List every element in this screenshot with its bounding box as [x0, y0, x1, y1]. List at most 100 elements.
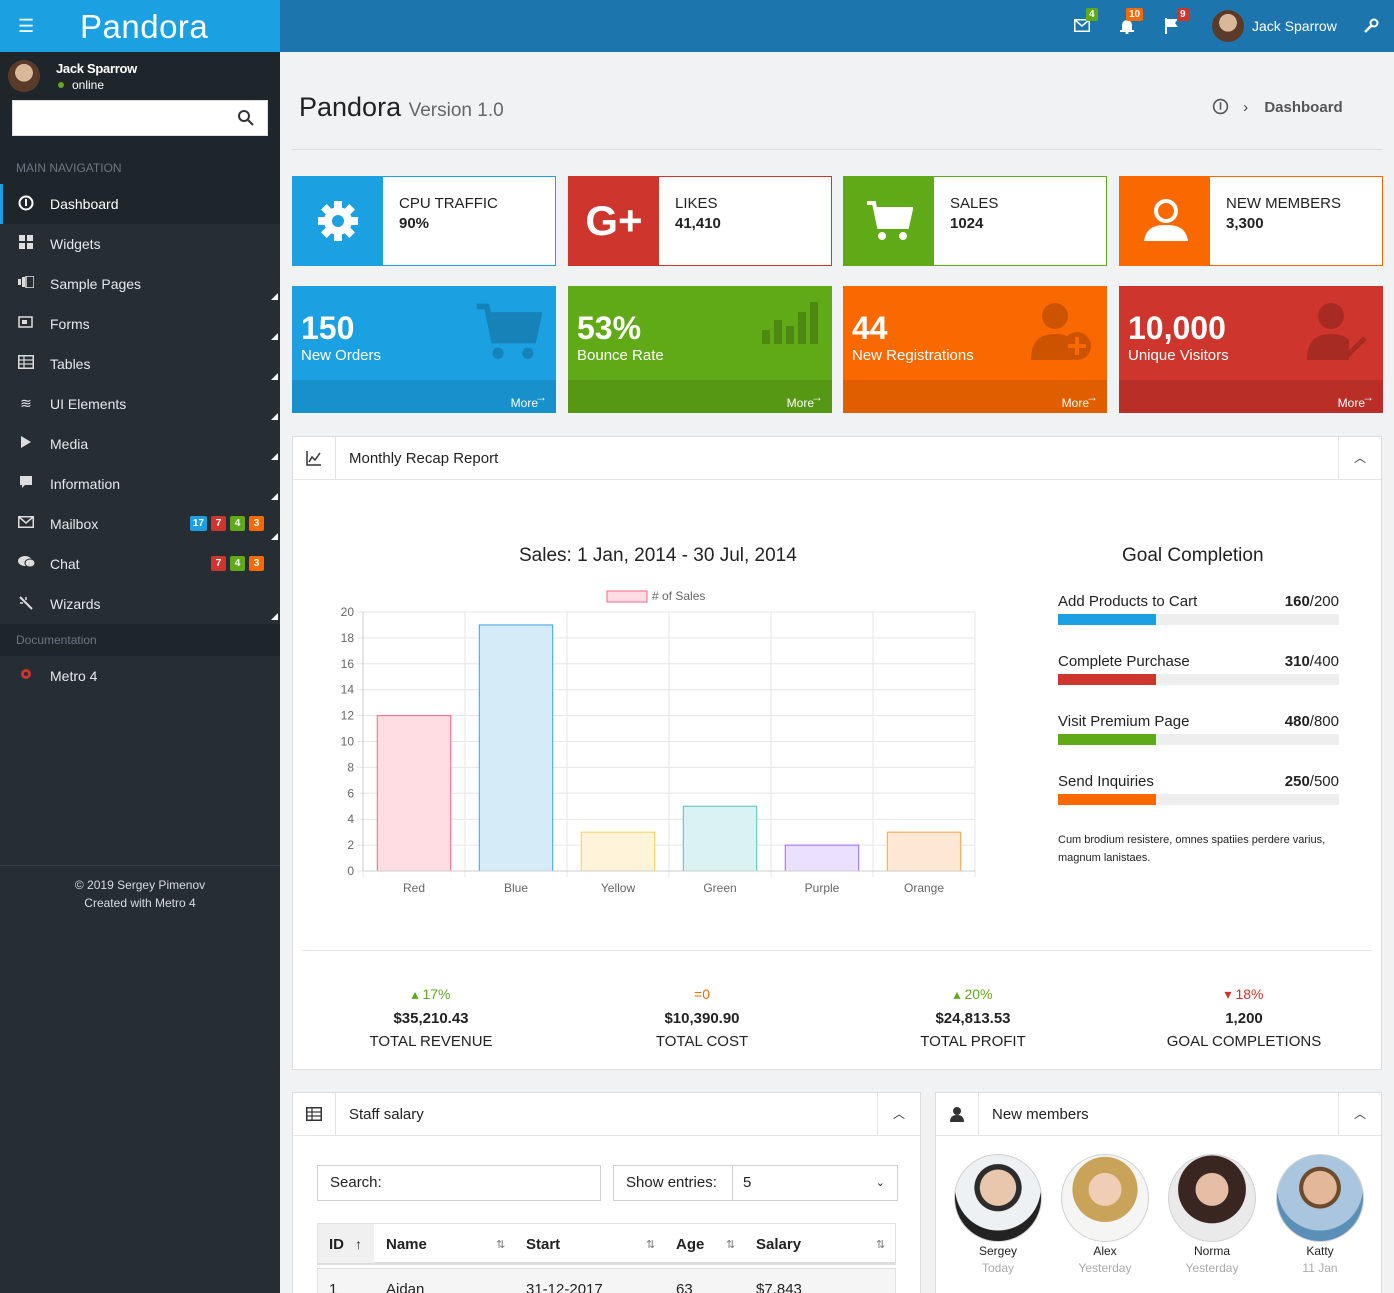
- brand-bar: ☰ Pandora: [0, 0, 280, 52]
- goal-item: Complete Purchase 310/400: [1058, 653, 1339, 687]
- tile-more-info-link[interactable]: More info →: [292, 380, 556, 413]
- sidebar-item-metro4[interactable]: Metro 4: [0, 656, 280, 696]
- cart-icon: [844, 177, 934, 265]
- member-card[interactable]: Alex Yesterday: [1060, 1154, 1150, 1275]
- y-tick-label: 8: [347, 760, 354, 774]
- table-search-input[interactable]: Search:: [317, 1165, 601, 1201]
- sorted-column-bg: [318, 1224, 374, 1263]
- sidebar-item-tables[interactable]: Tables: [0, 344, 280, 384]
- footer-copyright: © 2019 Sergey Pimenov: [74, 878, 206, 892]
- goal-value: 480/800: [1285, 713, 1339, 730]
- info-box-label: CPU TRAFFIC: [399, 195, 498, 212]
- member-card[interactable]: Norma Yesterday: [1167, 1154, 1257, 1275]
- sidebar-item-widgets[interactable]: Widgets: [0, 224, 280, 264]
- avatar[interactable]: [1061, 1154, 1149, 1242]
- avatar[interactable]: [954, 1154, 1042, 1242]
- sort-icon[interactable]: ⇅: [876, 1239, 886, 1251]
- hamburger-menu-icon[interactable]: ☰: [18, 16, 35, 36]
- column-header-id[interactable]: ID: [329, 1236, 344, 1253]
- sidebar-item-wizards[interactable]: Wizards: [0, 584, 280, 624]
- collapse-chevron-up-icon[interactable]: ︿: [1338, 1093, 1381, 1135]
- member-card[interactable]: Sergey Today: [953, 1154, 1043, 1275]
- arrow-right-icon: →: [1086, 390, 1098, 404]
- pages-icon: [18, 275, 35, 291]
- member-card[interactable]: Katty 11 Jan: [1275, 1154, 1365, 1275]
- brand-name[interactable]: Pandora: [80, 8, 209, 45]
- goal-progress-fill: [1058, 614, 1157, 625]
- sidebar-item-dashboard[interactable]: Dashboard: [0, 184, 280, 224]
- column-header-start[interactable]: Start: [526, 1236, 561, 1253]
- sidebar-item-forms[interactable]: Forms: [0, 304, 280, 344]
- panel-header: New members ︿: [936, 1093, 1381, 1136]
- column-header-name[interactable]: Name: [386, 1236, 427, 1253]
- x-tick-label: Yellow: [601, 881, 636, 895]
- info-box-likes: G+ LIKES 41,410: [568, 176, 832, 266]
- stat-value: $10,390.90: [664, 1010, 740, 1027]
- sidebar-item-information[interactable]: Information: [0, 464, 280, 504]
- page-title: Pandora Version 1.0: [299, 92, 504, 123]
- sidebar-item-mailbox[interactable]: Mailbox 17 7 4 3: [0, 504, 280, 544]
- breadcrumb-current[interactable]: Dashboard: [1264, 99, 1343, 116]
- bar-orange: [886, 831, 962, 872]
- goal-value: 160/200: [1285, 593, 1339, 610]
- flag-count-badge: 9: [1177, 8, 1189, 21]
- footer-credit: Created with Metro 4: [84, 896, 196, 910]
- sidebar-item-media[interactable]: Media: [0, 424, 280, 464]
- bar-purple: [784, 844, 860, 872]
- sidebar-item-label: Forms: [50, 316, 90, 332]
- goal-current: 250: [1284, 773, 1310, 790]
- flag-icon[interactable]: [1165, 18, 1179, 34]
- tile-label: New Orders: [301, 347, 382, 364]
- info-box-cpu: CPU TRAFFIC 90%: [292, 176, 556, 266]
- breadcrumb: › Dashboard: [1212, 98, 1343, 116]
- sidebar-item-label: Information: [50, 476, 121, 492]
- y-tick-label: 18: [341, 631, 355, 645]
- more-info-label: More info: [786, 396, 814, 410]
- sidebar-item-ui-elements[interactable]: ≋ UI Elements: [0, 384, 280, 424]
- member-date: Yesterday: [1185, 1261, 1239, 1275]
- header-divider: [292, 149, 1382, 150]
- bar-green: [682, 805, 758, 872]
- avatar[interactable]: [1168, 1154, 1256, 1242]
- goal-label: Visit Premium Page: [1058, 713, 1190, 730]
- member-date: Yesterday: [1078, 1261, 1132, 1275]
- bar-yellow: [580, 831, 656, 872]
- avatar[interactable]: [1276, 1154, 1364, 1242]
- bell-icon[interactable]: [1119, 18, 1135, 34]
- topbar-user-name[interactable]: Jack Sparrow: [1252, 18, 1337, 34]
- sort-asc-icon[interactable]: ↑: [355, 1236, 362, 1252]
- envelope-icon[interactable]: [1074, 19, 1090, 32]
- search-icon[interactable]: [237, 109, 255, 127]
- column-header-age[interactable]: Age: [676, 1236, 705, 1253]
- panel-title: Monthly Recap Report: [349, 450, 499, 467]
- home-icon[interactable]: [1212, 98, 1229, 115]
- user-check-background-icon: [1307, 303, 1367, 360]
- info-box-sales: SALES 1024: [843, 176, 1107, 266]
- chevron-down-icon: ⌄: [875, 1177, 885, 1189]
- user-panel: Jack Sparrow online: [0, 52, 280, 152]
- tile-unique-visitors: 10,000 Unique Visitors More info →: [1119, 286, 1383, 413]
- user-avatar[interactable]: [8, 60, 40, 92]
- sort-icon[interactable]: ⇅: [726, 1239, 736, 1251]
- collapse-chevron-up-icon[interactable]: ︿: [1338, 437, 1381, 479]
- collapse-chevron-up-icon[interactable]: ︿: [877, 1093, 920, 1135]
- column-header-salary[interactable]: Salary: [756, 1236, 802, 1253]
- tile-more-info-link[interactable]: More info →: [843, 380, 1107, 413]
- tile-value: 44: [852, 310, 888, 346]
- sidebar-item-chat[interactable]: Chat 7 4 3: [0, 544, 280, 584]
- users-icon: [1120, 177, 1210, 265]
- topbar-user-avatar[interactable]: [1212, 10, 1244, 42]
- line-chart-icon: [293, 437, 336, 479]
- tile-more-info-link[interactable]: More info →: [1119, 380, 1383, 413]
- info-box-label: NEW MEMBERS: [1226, 195, 1342, 212]
- sidebar-item-sample-pages[interactable]: Sample Pages: [0, 264, 280, 304]
- more-info-label: More info: [1061, 396, 1089, 410]
- goal-current: 310: [1284, 653, 1310, 670]
- tile-more-info-link[interactable]: More info →: [568, 380, 832, 413]
- sort-icon[interactable]: ⇅: [496, 1239, 506, 1251]
- sidebar-search-input[interactable]: [12, 100, 268, 136]
- show-entries-select[interactable]: Show entries: 5 ⌄: [613, 1165, 898, 1201]
- sort-icon[interactable]: ⇅: [646, 1239, 656, 1251]
- settings-key-icon[interactable]: [1363, 18, 1379, 34]
- table-row[interactable]: 1 Aidan 31-12-2017 63 $7,843: [317, 1268, 896, 1293]
